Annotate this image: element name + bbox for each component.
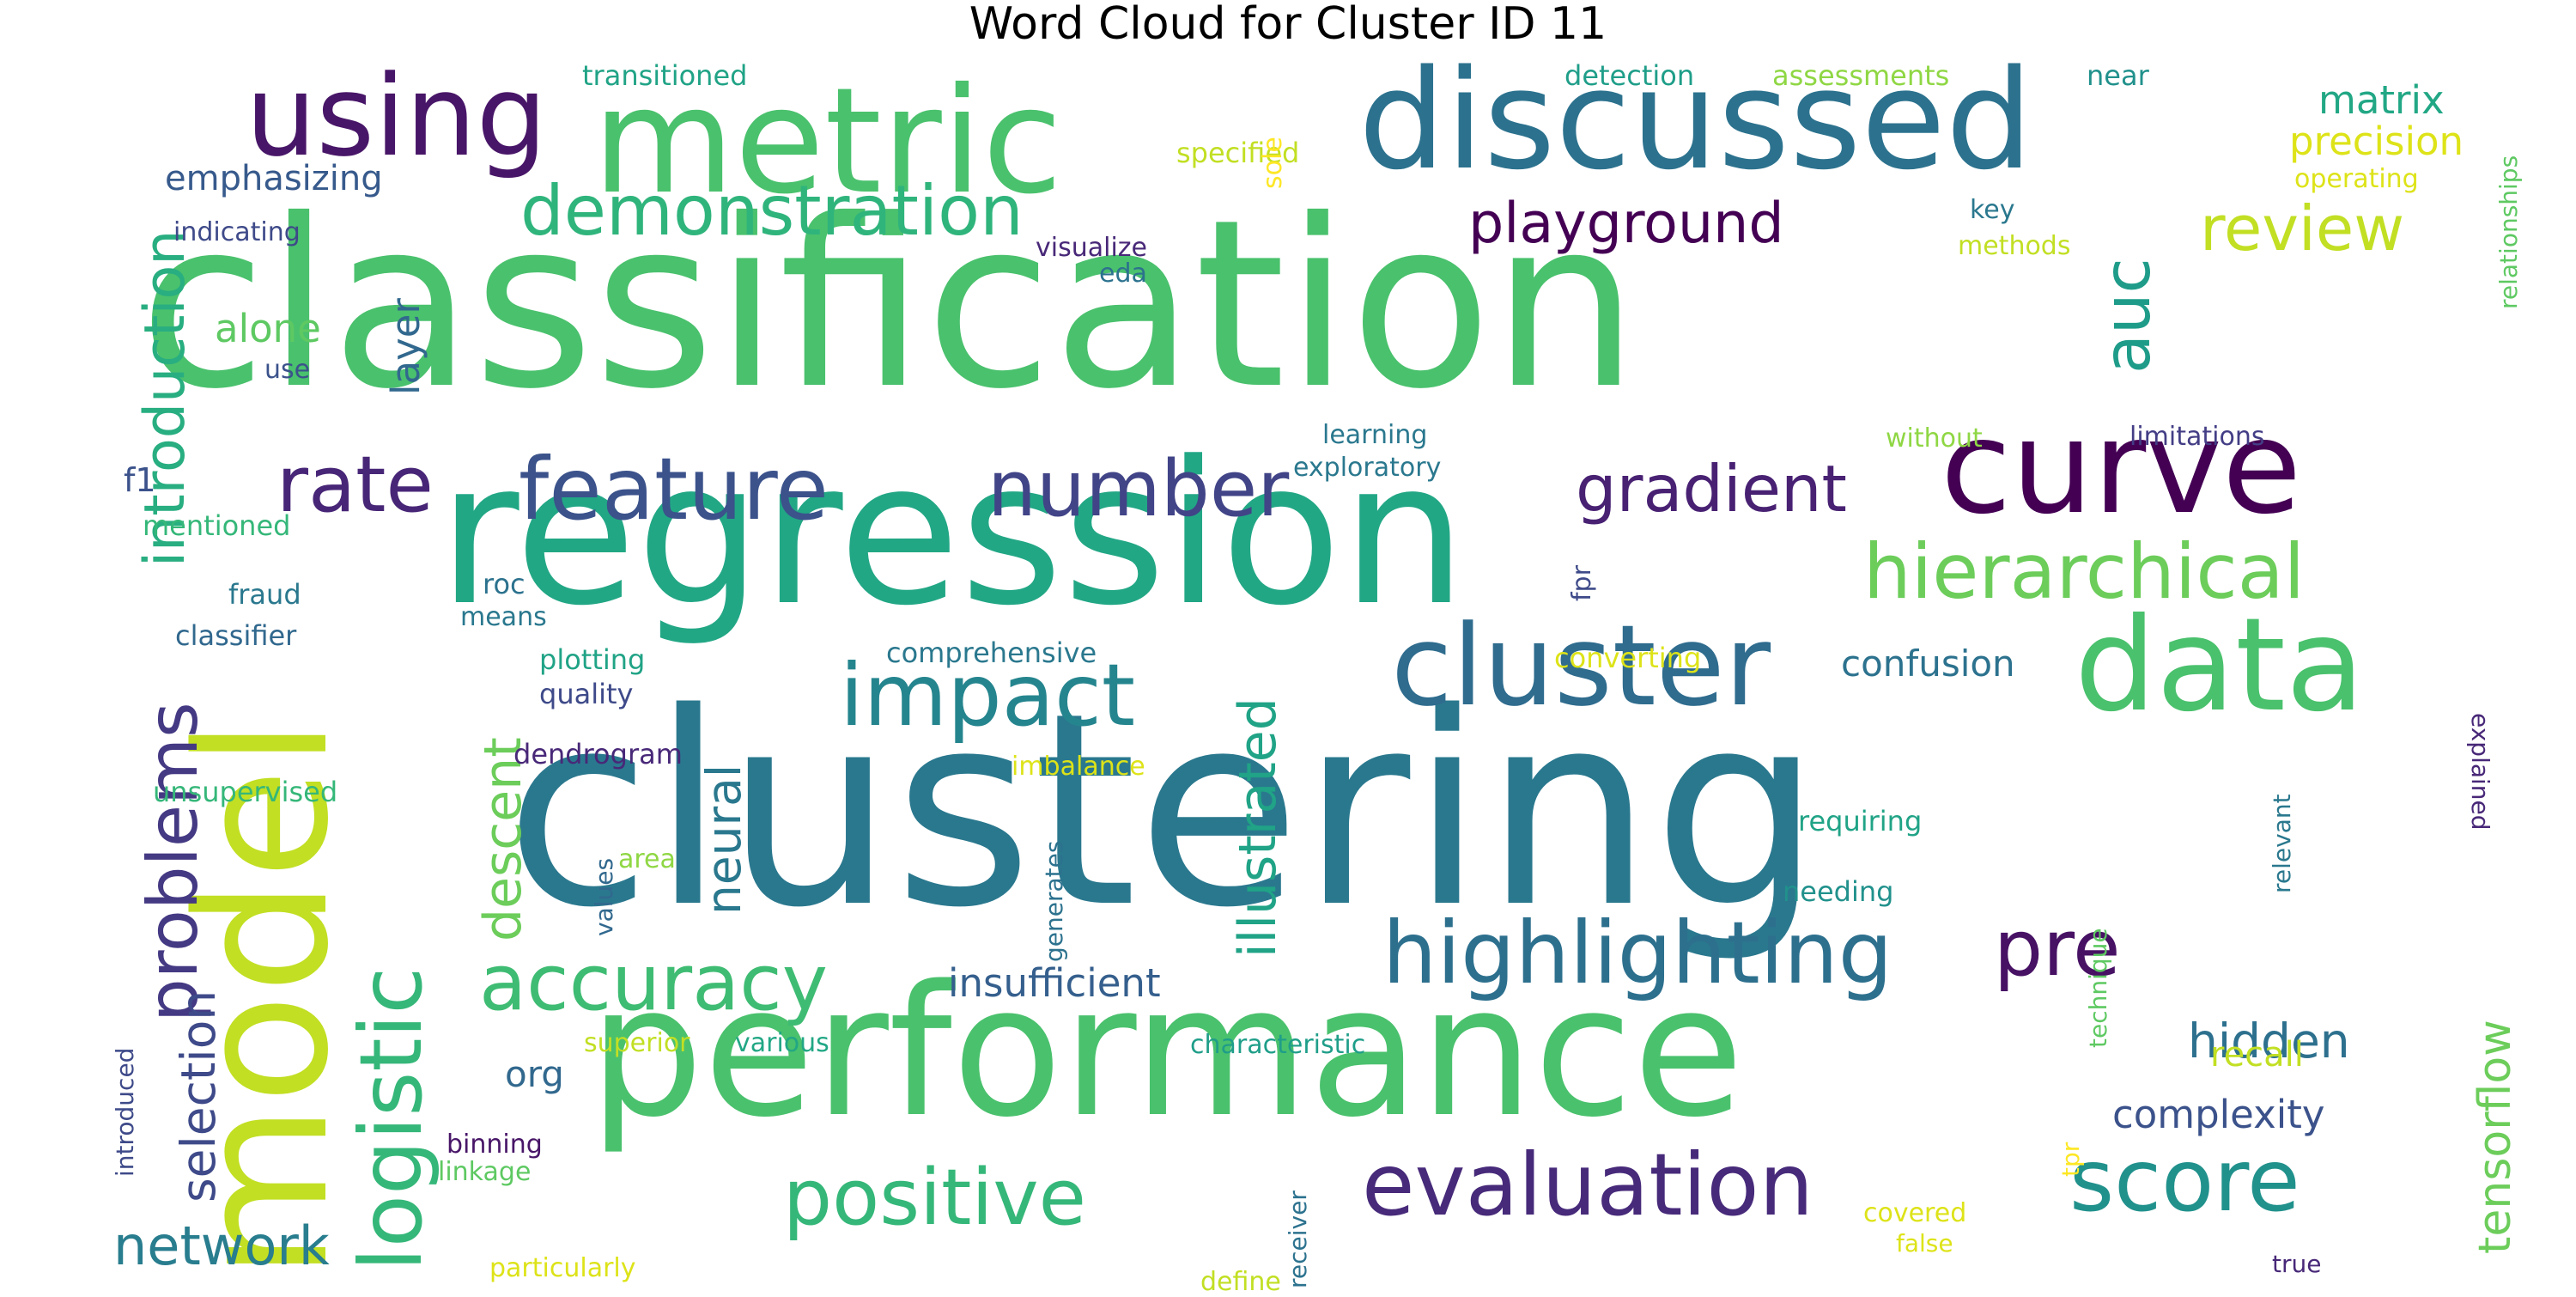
word-various: various: [735, 1028, 829, 1058]
word-classifier: classifier: [175, 619, 297, 652]
word-accuracy: accuracy: [479, 938, 829, 1028]
word-illustrated: illustrated: [1228, 697, 1288, 958]
word-indicating: indicating: [173, 217, 301, 247]
word-dendrogram: dendrogram: [513, 738, 683, 770]
word-relationships: relationships: [2494, 155, 2523, 309]
word-detection: detection: [1564, 59, 1695, 92]
word-true: true: [2272, 1250, 2322, 1278]
word-performance: performance: [589, 947, 1744, 1157]
word-clustering: clustering: [505, 656, 1822, 966]
word-roc: roc: [483, 568, 526, 600]
word-assessments: assessments: [1772, 59, 1950, 92]
word-methods: methods: [1958, 231, 2071, 261]
word-pre: pre: [1994, 904, 2121, 994]
word-area: area: [618, 844, 676, 874]
word-generates: generates: [1040, 840, 1068, 962]
word-alone: alone: [215, 306, 321, 351]
word-plotting: plotting: [539, 643, 646, 676]
word-classification: classification: [139, 169, 1639, 440]
word-data: data: [2075, 591, 2365, 740]
word-regression: regression: [438, 420, 1467, 649]
word-requiring: requiring: [1798, 805, 1923, 837]
word-logistic: logistic: [341, 966, 441, 1271]
word-metric: metric: [592, 57, 1063, 227]
word-insufficient: insufficient: [948, 960, 1161, 1006]
word-hidden: hidden: [2188, 1014, 2350, 1069]
word-layer: layer: [383, 298, 428, 395]
word-f1: f1: [124, 461, 156, 499]
word-receiver: receiver: [1284, 1190, 1312, 1288]
word-introduced: introduced: [111, 1047, 139, 1177]
word-transitioned: transitioned: [582, 59, 748, 92]
word-quality: quality: [539, 678, 634, 710]
word-matrix: matrix: [2318, 77, 2445, 123]
word-feature: feature: [519, 439, 829, 539]
word-define: define: [1200, 1267, 1281, 1297]
word-comprehensive: comprehensive: [886, 636, 1097, 669]
word-network: network: [113, 1215, 330, 1277]
word-use: use: [264, 355, 311, 385]
word-positive: positive: [783, 1153, 1087, 1243]
word-key: key: [1970, 195, 2015, 225]
word-selection: selection: [171, 989, 226, 1203]
word-hierarchical: hierarchical: [1863, 527, 2306, 616]
word-needing: needing: [1783, 875, 1894, 908]
word-specified: specified: [1176, 137, 1300, 169]
word-emphasizing: emphasizing: [165, 159, 383, 198]
word-means: means: [460, 602, 547, 632]
word-org: org: [505, 1053, 564, 1095]
word-tpr: tpr: [2057, 1142, 2085, 1177]
word-false: false: [1896, 1229, 1953, 1257]
word-highlighting: highlighting: [1382, 903, 1893, 1003]
word-neural: neural: [696, 764, 751, 915]
word-sole: sole: [1258, 137, 1288, 189]
word-score: score: [2069, 1130, 2300, 1231]
word-rate: rate: [276, 440, 434, 530]
word-learning: learning: [1322, 420, 1428, 450]
word-unsupervised: unsupervised: [153, 776, 338, 808]
word-review: review: [2200, 192, 2405, 265]
word-recall: recall: [2210, 1035, 2304, 1075]
word-imbalance: imbalance: [1012, 752, 1145, 782]
word-particularly: particularly: [489, 1253, 636, 1283]
word-curve: curve: [1941, 393, 2302, 543]
word-demonstration: demonstration: [520, 171, 1024, 251]
word-using: using: [246, 51, 548, 181]
word-problems: problems: [133, 702, 213, 1022]
word-playground: playground: [1468, 192, 1784, 256]
word-explained: explained: [2466, 713, 2494, 831]
word-mentioned: mentioned: [143, 509, 291, 542]
word-eda: eda: [1099, 259, 1147, 289]
word-confusion: confusion: [1841, 642, 2015, 685]
word-exploratory: exploratory: [1293, 453, 1442, 483]
word-complexity: complexity: [2112, 1092, 2325, 1137]
word-converting: converting: [1554, 642, 1702, 674]
word-superior: superior: [584, 1028, 690, 1058]
word-without: without: [1886, 423, 1983, 454]
word-evaluation: evaluation: [1362, 1135, 1814, 1235]
word-cluster: cluster: [1391, 600, 1771, 731]
word-technique: technique: [2084, 928, 2112, 1048]
word-discussed: discussed: [1358, 40, 2033, 200]
word-characteristic: characteristic: [1190, 1030, 1366, 1060]
word-auc: auc: [2089, 258, 2165, 374]
word-cloud: clustering classification regression perfor…: [94, 40, 2523, 1295]
word-fraud: fraud: [228, 578, 301, 611]
word-fpr: fpr: [1567, 565, 1597, 601]
word-visualize: visualize: [1036, 233, 1147, 263]
page-title: Word Cloud for Cluster ID 11: [969, 0, 1607, 50]
word-number: number: [987, 444, 1290, 534]
word-linkage: linkage: [438, 1157, 532, 1187]
word-impact: impact: [840, 645, 1136, 746]
word-covered: covered: [1863, 1198, 1967, 1228]
word-values: values: [590, 857, 618, 936]
word-binning: binning: [447, 1130, 543, 1160]
word-tensorflow: tensorflow: [2470, 1020, 2521, 1254]
word-gradient: gradient: [1576, 451, 1847, 527]
word-near: near: [2087, 59, 2149, 92]
word-operating: operating: [2294, 164, 2419, 194]
word-precision: precision: [2289, 119, 2464, 164]
word-limitations: limitations: [2129, 422, 2265, 452]
word-relevant: relevant: [2268, 794, 2296, 893]
